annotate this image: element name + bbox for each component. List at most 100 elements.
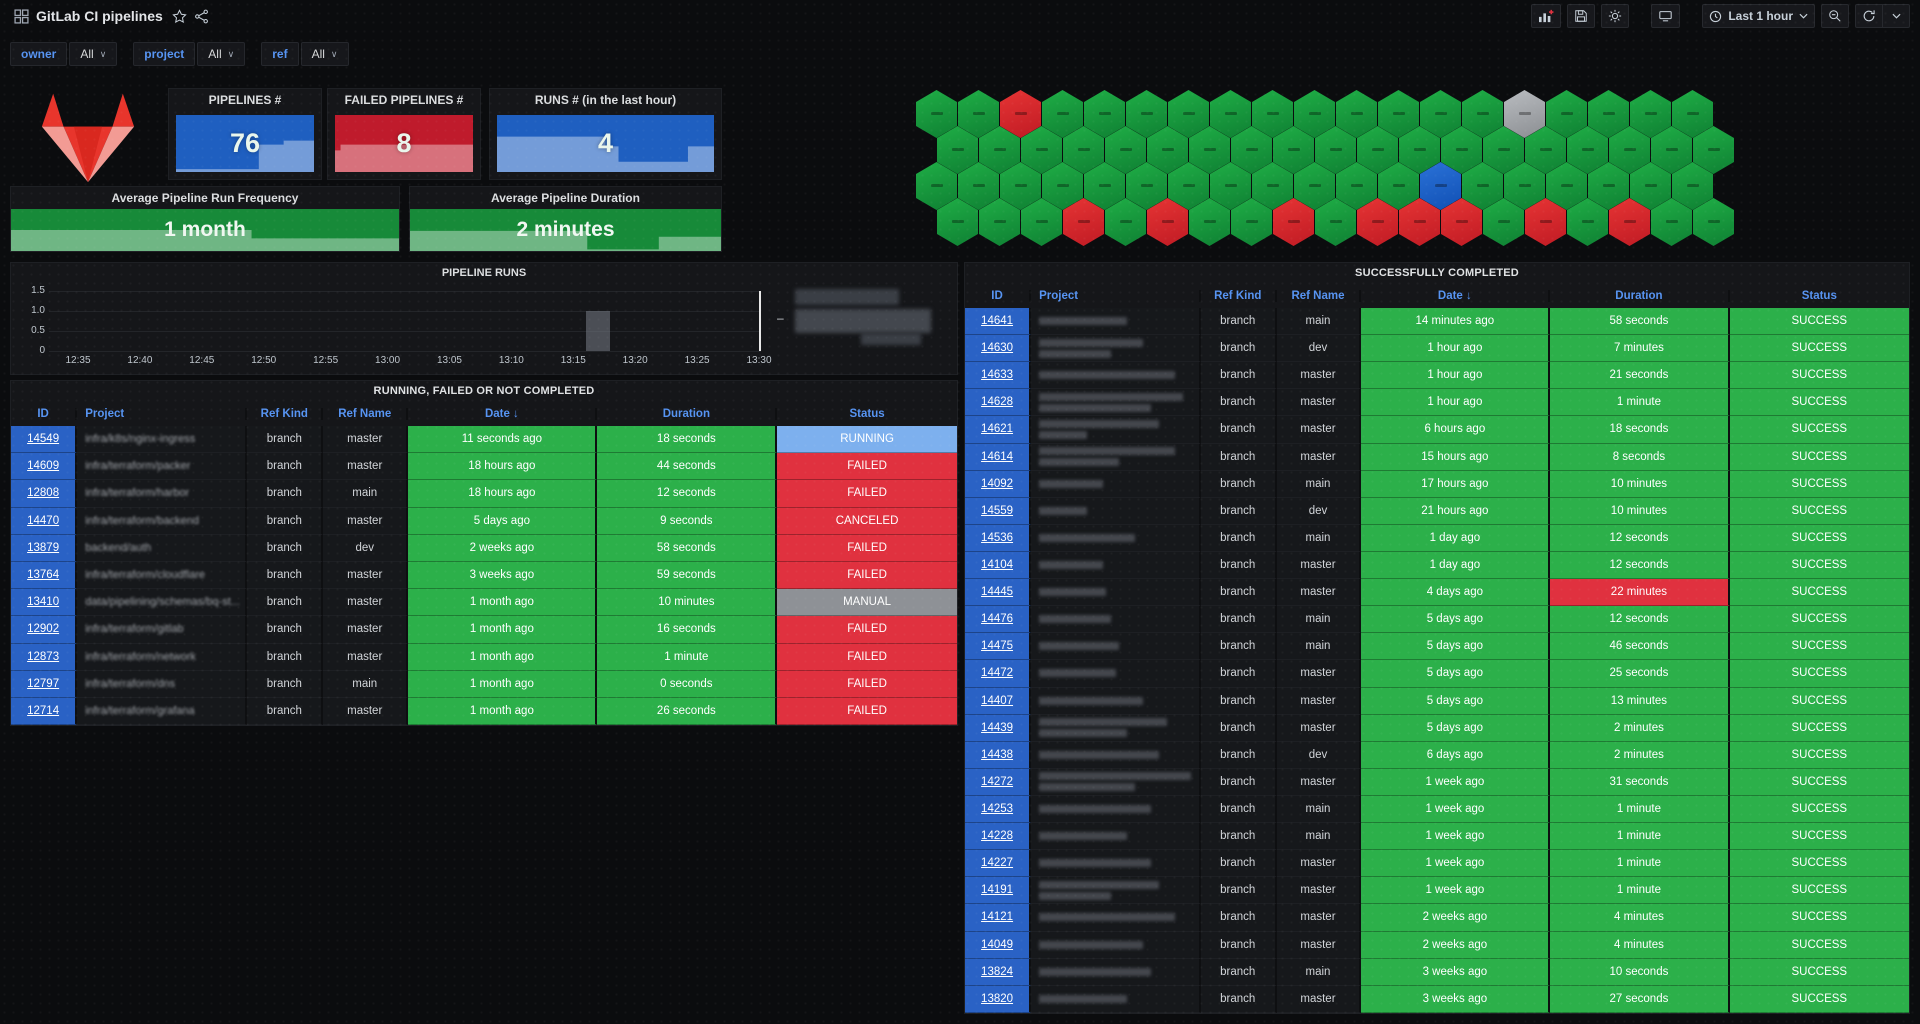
pipeline-id-link[interactable]: 14272: [981, 775, 1014, 788]
pipeline-id-link[interactable]: 13820: [981, 992, 1014, 1005]
pipeline-id-link[interactable]: 14445: [981, 586, 1014, 599]
pipeline-id-link[interactable]: 14641: [981, 315, 1014, 328]
pipeline-id-link[interactable]: 14559: [981, 504, 1014, 517]
hexagon-project-green[interactable]: [1294, 90, 1335, 138]
hexagon-project-green[interactable]: [1630, 90, 1671, 138]
hexagon-project-green[interactable]: [1168, 162, 1209, 210]
pipeline-id-link[interactable]: 14191: [981, 884, 1014, 897]
column-header-id[interactable]: ID: [965, 289, 1032, 302]
column-header-dur[interactable]: Duration: [597, 407, 778, 420]
hexagon-project-green[interactable]: [1126, 90, 1167, 138]
hexagon-project-green[interactable]: [1609, 126, 1650, 174]
filter-value-ref[interactable]: All ∨: [300, 42, 349, 66]
hexagon-project-green[interactable]: [1021, 126, 1062, 174]
hexagon-project-green[interactable]: [1168, 90, 1209, 138]
pipeline-id-link[interactable]: 14439: [981, 721, 1014, 734]
pipeline-id-link[interactable]: 14536: [981, 531, 1014, 544]
zoom-out-button[interactable]: [1821, 4, 1849, 28]
hexagon-project-green[interactable]: [1651, 126, 1692, 174]
hexagon-project-red[interactable]: [1357, 198, 1398, 246]
hexagon-project-green[interactable]: [1378, 162, 1419, 210]
column-header-date[interactable]: Date ↓: [408, 407, 598, 420]
hexagon-project-green[interactable]: [1105, 126, 1146, 174]
column-header-id[interactable]: ID: [11, 407, 78, 420]
pipeline-id-link[interactable]: 14227: [981, 857, 1014, 870]
hexagon-project-gray[interactable]: [1504, 90, 1545, 138]
hexagon-project-green[interactable]: [1273, 126, 1314, 174]
star-icon[interactable]: [169, 5, 191, 27]
hexagon-project-green[interactable]: [1672, 90, 1713, 138]
hexagon-project-green[interactable]: [1462, 90, 1503, 138]
pipeline-id-link[interactable]: 13410: [27, 596, 60, 609]
pipeline-id-link[interactable]: 14475: [981, 640, 1014, 653]
column-header-status[interactable]: Status: [1801, 289, 1837, 302]
hexagon-project-green[interactable]: [1042, 90, 1083, 138]
hexagon-project-green[interactable]: [1483, 126, 1524, 174]
hexagon-project-red[interactable]: [1525, 198, 1566, 246]
share-icon[interactable]: [191, 5, 213, 27]
hexagon-project-green[interactable]: [1189, 198, 1230, 246]
pipeline-id-link[interactable]: 14121: [981, 911, 1014, 924]
hexagon-project-red[interactable]: [1399, 198, 1440, 246]
cycle-view-mode-button[interactable]: [1651, 4, 1681, 28]
pipeline-id-link[interactable]: 12714: [27, 704, 60, 717]
hexagon-project-green[interactable]: [1378, 90, 1419, 138]
hexagon-project-green[interactable]: [1672, 162, 1713, 210]
hexagon-project-green[interactable]: [1336, 162, 1377, 210]
pipeline-id-link[interactable]: 14049: [981, 938, 1014, 951]
column-header-ref[interactable]: Ref Name: [1277, 289, 1362, 302]
hexagon-project-green[interactable]: [1126, 162, 1167, 210]
column-header-project[interactable]: Project: [1031, 289, 1201, 302]
hexagon-project-green[interactable]: [1693, 126, 1734, 174]
hexagon-project-green[interactable]: [1063, 126, 1104, 174]
hexagon-project-green[interactable]: [1231, 198, 1272, 246]
hexagon-project-green[interactable]: [1693, 198, 1734, 246]
pipeline-id-link[interactable]: 13764: [27, 569, 60, 582]
dashboard-settings-button[interactable]: [1601, 4, 1630, 28]
hexagon-project-green[interactable]: [1357, 126, 1398, 174]
pipeline-id-link[interactable]: 12808: [27, 487, 60, 500]
column-header-project[interactable]: Project: [77, 407, 248, 420]
hexagon-project-green[interactable]: [1630, 162, 1671, 210]
hexagon-project-green[interactable]: [1252, 162, 1293, 210]
time-range-picker[interactable]: Last 1 hour: [1702, 4, 1815, 28]
hexagon-project-red[interactable]: [1147, 198, 1188, 246]
hexagon-project-green[interactable]: [1336, 90, 1377, 138]
hexagon-project-green[interactable]: [1483, 198, 1524, 246]
pipeline-id-link[interactable]: 14628: [981, 396, 1014, 409]
pipeline-id-link[interactable]: 14609: [27, 460, 60, 473]
hexagon-project-red[interactable]: [1609, 198, 1650, 246]
hexagon-project-green[interactable]: [1588, 90, 1629, 138]
add-panel-button[interactable]: [1531, 4, 1562, 28]
hexagon-project-green[interactable]: [1567, 126, 1608, 174]
save-dashboard-button[interactable]: [1567, 4, 1596, 28]
hexagon-project-green[interactable]: [1567, 198, 1608, 246]
column-header-kind[interactable]: Ref Kind: [1201, 289, 1277, 302]
pipeline-id-link[interactable]: 14407: [981, 694, 1014, 707]
hexagon-project-green[interactable]: [1021, 198, 1062, 246]
pipeline-id-link[interactable]: 14472: [981, 667, 1014, 680]
hexagon-project-blue[interactable]: [1420, 162, 1461, 210]
hexagon-project-green[interactable]: [1651, 198, 1692, 246]
pipeline-id-link[interactable]: 14476: [981, 613, 1014, 626]
column-header-status[interactable]: Status: [849, 407, 885, 420]
column-header-ref[interactable]: Ref Name: [323, 407, 409, 420]
hexagon-project-green[interactable]: [1042, 162, 1083, 210]
hexagon-project-red[interactable]: [1063, 198, 1104, 246]
pipeline-id-link[interactable]: 14630: [981, 342, 1014, 355]
pipeline-id-link[interactable]: 14633: [981, 369, 1014, 382]
hexagon-project-green[interactable]: [1084, 162, 1125, 210]
hexagon-project-green[interactable]: [1546, 90, 1587, 138]
hexagon-project-green[interactable]: [1210, 90, 1251, 138]
pipeline-id-link[interactable]: 14092: [981, 477, 1014, 490]
pipeline-id-link[interactable]: 14470: [27, 514, 60, 527]
hexagon-project-green[interactable]: [1315, 126, 1356, 174]
hexagon-project-green[interactable]: [1504, 162, 1545, 210]
column-header-dur[interactable]: Duration: [1550, 289, 1730, 302]
refresh-interval-dropdown[interactable]: [1882, 4, 1910, 28]
refresh-button[interactable]: [1855, 4, 1883, 28]
hexagon-project-green[interactable]: [1420, 90, 1461, 138]
pipeline-id-link[interactable]: 13824: [981, 965, 1014, 978]
hexagon-project-green[interactable]: [1546, 162, 1587, 210]
pipeline-id-link[interactable]: 14104: [981, 559, 1014, 572]
